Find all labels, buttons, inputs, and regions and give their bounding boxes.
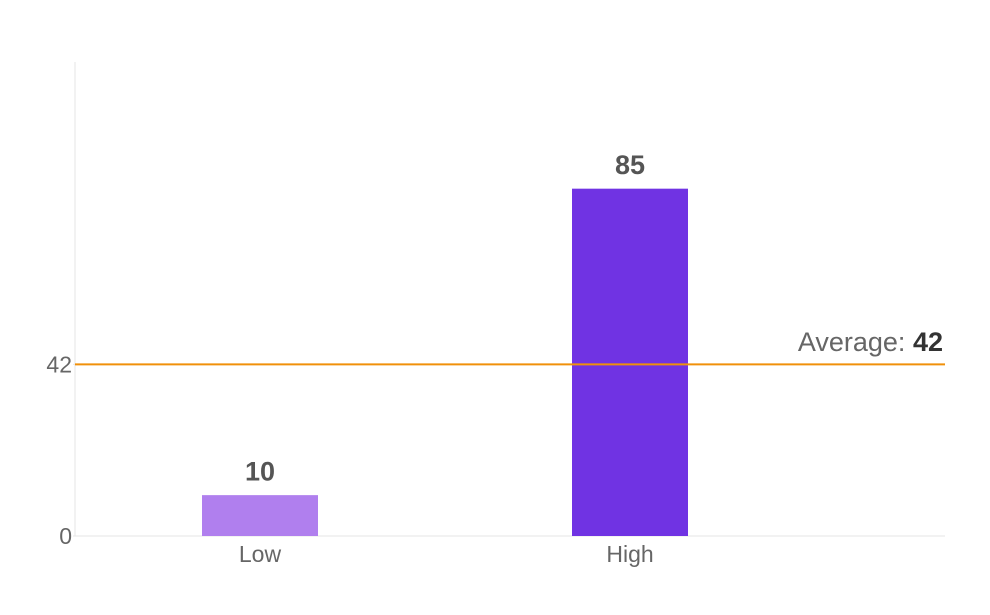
average-value: 42 — [913, 327, 943, 357]
average-text: Average: — [798, 327, 906, 357]
x-tick-label: High — [606, 541, 653, 567]
y-tick-label: 42 — [46, 351, 72, 377]
bar — [572, 188, 688, 536]
y-tick-label: 0 — [59, 523, 72, 549]
value-label: 85 — [615, 150, 645, 180]
average-label: Average: 42 — [798, 327, 943, 357]
x-tick-label: Low — [239, 541, 282, 567]
bar — [202, 495, 318, 536]
value-label: 10 — [245, 456, 275, 486]
